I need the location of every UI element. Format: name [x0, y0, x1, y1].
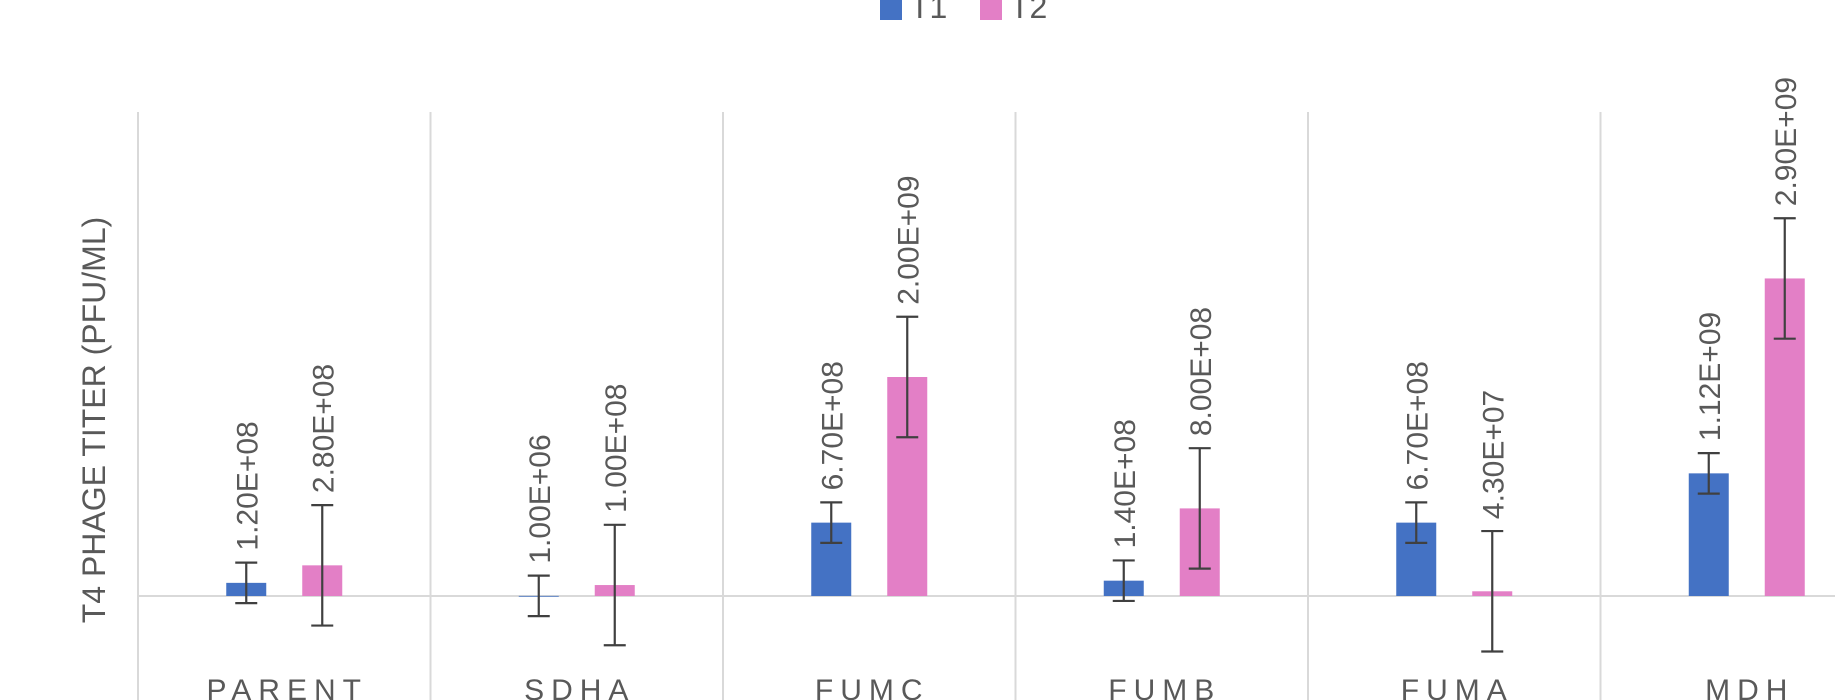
legend-label-t1: T1 — [910, 0, 947, 25]
data-label-t2-fumc: 2.00E+09 — [892, 175, 925, 304]
data-label-t1-fuma: 6.70E+08 — [1401, 361, 1434, 490]
x-tick-label-fumc: FUMC — [815, 674, 930, 700]
error-bar-t2-parent — [311, 504, 334, 627]
error-bar-t1-fumb — [1112, 559, 1135, 603]
error-bar-t2-fumc — [896, 315, 919, 439]
x-tick-label-mdh: MDH — [1705, 674, 1794, 700]
x-tick-label-fuma: FUMA — [1401, 674, 1514, 700]
x-tick-label-fumb: FUMB — [1108, 674, 1221, 700]
data-label-t1-sdha: 1.00E+06 — [524, 434, 557, 563]
legend-label-t2: T2 — [1010, 0, 1047, 25]
data-label-t2-sdha: 1.00E+08 — [600, 384, 633, 513]
legend-swatch-t1 — [880, 0, 902, 20]
data-label-t1-fumb: 1.40E+08 — [1109, 419, 1142, 548]
error-bar-t1-fuma — [1405, 501, 1428, 544]
legend: T1 T2 — [880, 0, 1047, 25]
error-bar-t1-parent — [235, 561, 258, 605]
data-label-t2-parent: 2.80E+08 — [307, 364, 340, 493]
data-label-t2-mdh: 2.90E+09 — [1770, 77, 1803, 206]
data-label-t1-parent: 1.20E+08 — [231, 421, 264, 550]
y-axis-label: T4 PHAGE TITER (PFU/ML) — [76, 217, 112, 624]
x-tick-label-parent: PARENT — [207, 674, 368, 700]
data-label-t2-fuma: 4.30E+07 — [1477, 390, 1510, 519]
error-bar-t1-sdha — [527, 574, 550, 618]
error-bar-t2-fuma — [1481, 529, 1504, 653]
data-label-t2-fumb: 8.00E+08 — [1185, 307, 1218, 436]
x-tick-label-sdha: SDHA — [524, 674, 635, 700]
category-separators — [137, 112, 1602, 700]
error-bar-t1-fumc — [820, 501, 843, 544]
data-label-t1-mdh: 1.12E+09 — [1694, 312, 1727, 441]
legend-swatch-t2 — [980, 0, 1002, 20]
chart-marks: 1.20E+08 2.80E+08 1.00E+06 1.00E+08 6.70E+08… — [226, 77, 1805, 653]
category-tick-labels: PARENT SDHA FUMC FUMB FUMA MDH — [207, 674, 1794, 700]
error-bar-t2-mdh — [1773, 217, 1796, 340]
data-label-t1-fumc: 6.70E+08 — [816, 361, 849, 490]
error-bar-t2-fumb — [1188, 447, 1211, 570]
error-bar-t1-mdh — [1697, 452, 1720, 495]
error-bar-t2-sdha — [603, 523, 626, 647]
